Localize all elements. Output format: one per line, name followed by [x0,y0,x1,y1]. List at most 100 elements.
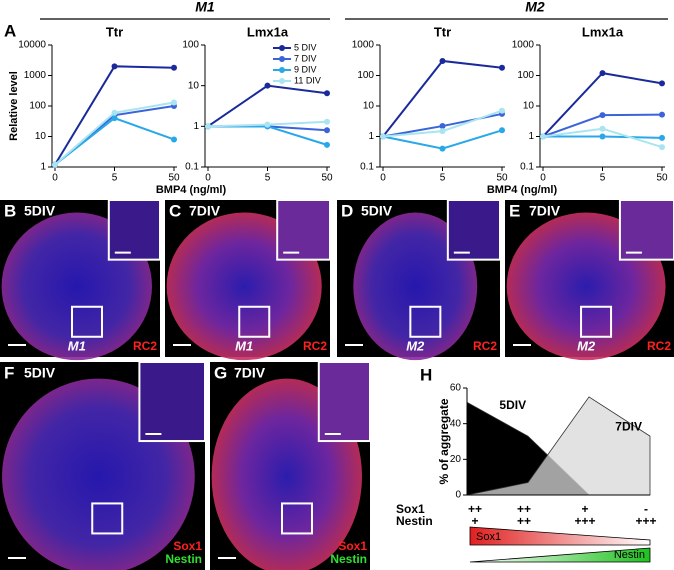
x-tick-label: 0 [380,173,386,184]
panel-label: B [4,201,16,220]
inset [138,361,206,443]
legend-marker [279,78,285,84]
data-point [439,123,446,130]
y-tick-label: 100 [29,101,46,112]
stain-label: RC2 [303,339,327,353]
x-tick-label: 5 [265,173,271,184]
chart-title: Lmx1a [247,24,289,39]
model-label: M1 [68,338,86,353]
series-line [54,117,175,166]
marker-level: + [471,514,478,528]
x-tick-label: 5 [600,173,606,184]
data-point [264,121,271,128]
stain-label: RC2 [473,339,497,353]
roi-box [71,305,103,338]
stain-label: Nestin [165,552,202,566]
data-point [659,144,665,151]
data-point [599,133,606,140]
data-point [439,145,446,152]
y-tick-label: 100 [182,40,199,51]
y-tick-label: 1 [368,131,374,142]
panel-label: A [4,21,16,40]
div-label: 7DIV [529,203,561,219]
x-tick-label: 50 [496,173,508,184]
tissue [353,212,478,361]
y-tick-label: 10 [188,80,200,91]
y-tick-label: 0.1 [185,162,199,173]
data-point [324,141,330,148]
data-point [499,64,505,71]
legend-marker [279,45,285,51]
stain-label: RC2 [133,339,157,353]
stain-label: RC2 [647,339,671,353]
gradient-label: Sox1 [476,531,501,543]
y-tick-label: 10 [35,131,47,142]
marker-level: + [581,502,588,516]
roi-box [238,305,271,338]
stain-label: Sox1 [338,539,367,553]
y-tick-label: 1000 [512,40,535,51]
data-point [499,107,505,114]
data-point [111,109,118,116]
roi-box [409,305,442,338]
legend-marker [279,67,285,73]
marker-level: - [644,502,648,516]
legend-label: 5 DIV [294,42,317,52]
data-point [171,136,177,143]
y-tick-label: 10000 [18,40,46,51]
data-point [659,111,665,118]
x-tick-label: 50 [656,173,668,184]
data-point [540,133,546,140]
gradient-bar [469,526,651,546]
x-tick-label: 0 [540,173,546,184]
y-tick-label: 1 [40,162,46,173]
series-label: 7DIV [615,419,642,433]
model-label: M1 [235,338,253,353]
series-line [207,84,328,128]
marker-name: Sox1 [396,502,425,516]
y-tick-label: 10 [363,101,375,112]
stain-label: Sox1 [173,539,202,553]
series-label: 5DIV [499,398,526,412]
data-point [324,90,330,97]
y-tick-label: 100 [517,70,534,81]
x-axis-label: BMP4 (ng/ml) [156,184,227,196]
y-tick-label: 1 [528,131,534,142]
data-point [205,123,211,130]
div-label: 5DIV [24,365,56,381]
y-tick-label: 20 [450,454,462,465]
data-point [324,127,330,134]
roi-box [580,305,613,338]
model-label: M2 [577,338,596,353]
panel-label: C [169,201,181,220]
panel-label: E [509,201,520,220]
y-tick-label: 0.1 [520,162,534,173]
chart-title: Ttr [106,24,123,39]
data-point [111,115,118,122]
y-tick-label: 1000 [24,70,47,81]
legend-marker [279,56,285,62]
div-label: 7DIV [189,203,221,219]
y-tick-label: 60 [450,383,462,394]
y-tick-label: 0 [455,490,461,501]
y-axis-label: Relative level [8,71,20,141]
marker-level: ++ [517,502,531,516]
roi-box [91,502,124,535]
panel-label: D [341,201,353,220]
data-point [439,128,446,135]
data-point [659,134,665,141]
chart-title: Ttr [434,24,451,39]
panel-label: G [214,363,227,382]
marker-name: Nestin [396,514,433,528]
marker-level: +++ [574,514,595,528]
inset [107,199,162,261]
x-tick-label: 0 [205,173,211,184]
y-tick-label: 1 [193,121,199,132]
gradient-label: Nestin [614,549,645,561]
chart-title: Lmx1a [582,24,624,39]
data-point [439,57,446,64]
legend-label: 11 DIV [294,75,321,85]
y-tick-label: 0.1 [360,162,374,173]
